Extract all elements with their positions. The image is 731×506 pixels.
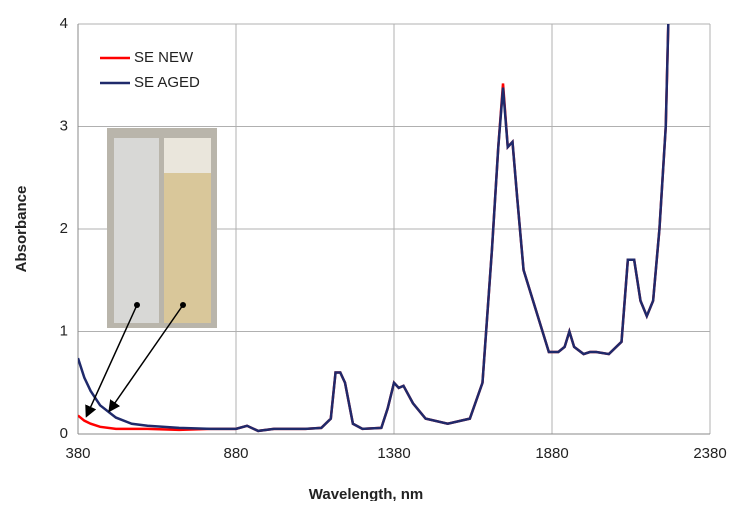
data-line	[78, 24, 670, 433]
x-tick-label: 1380	[377, 445, 410, 462]
legend-label: SE AGED	[134, 74, 200, 91]
x-tick-label: 2380	[693, 445, 726, 462]
y-tick-label: 4	[60, 15, 68, 32]
inset-photo	[85, 128, 217, 418]
x-tick-label: 1880	[535, 445, 568, 462]
legend-label: SE NEW	[134, 49, 194, 66]
x-tick-label: 880	[223, 445, 248, 462]
y-tick-label: 3	[60, 117, 68, 134]
y-tick-label: 0	[60, 425, 68, 442]
y-axis-title: Absorbance	[13, 186, 30, 273]
y-tick-label: 1	[60, 322, 68, 339]
y-tick-label: 2	[60, 220, 68, 237]
x-axis-title: Wavelength, nm	[309, 486, 423, 501]
x-tick-label: 380	[65, 445, 90, 462]
